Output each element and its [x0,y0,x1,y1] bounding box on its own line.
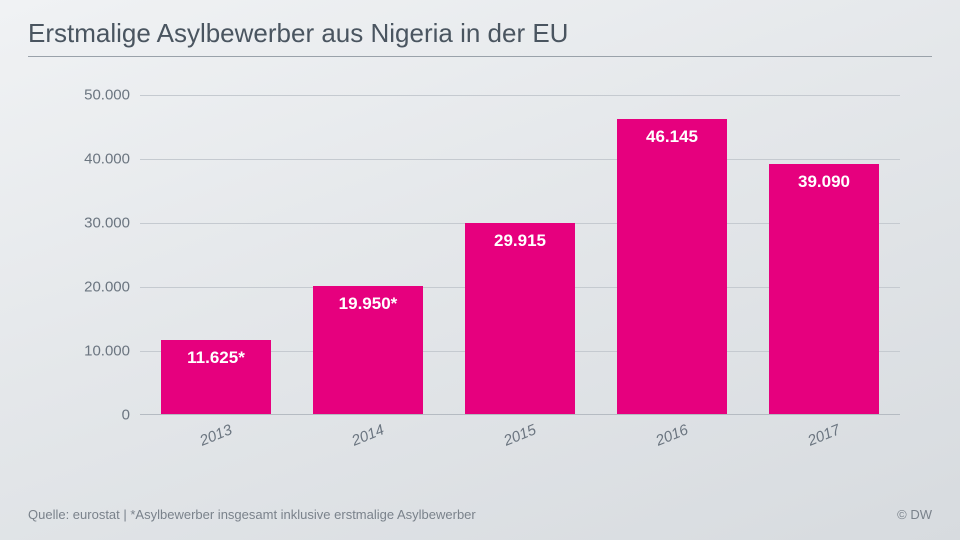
bar-value-label: 29.915 [465,231,574,251]
bar-value-label: 11.625* [161,348,270,368]
source-footnote: Quelle: eurostat | *Asylbewerber insgesa… [28,507,476,522]
y-axis-tick: 20.000 [70,279,130,296]
bar: 11.625* [161,340,270,414]
bar-chart: 11.625* 19.950* 29.915 46.145 39.090 0 10.000… [70,95,900,445]
x-axis-tick: 2014 [337,416,399,454]
bar-value-label: 46.145 [617,127,726,147]
bar: 29.915 [465,223,574,414]
x-axis-tick: 2013 [185,416,247,454]
bar-value-label: 19.950* [313,294,422,314]
bar: 39.090 [769,164,878,414]
x-axis-tick: 2015 [489,416,551,454]
title-underline [28,56,932,57]
y-axis-tick: 30.000 [70,215,130,232]
bar: 46.145 [617,119,726,414]
plot-area: 11.625* 19.950* 29.915 46.145 39.090 [140,95,900,415]
bar-value-label: 39.090 [769,172,878,192]
credit-label: © DW [897,507,932,522]
bar: 19.950* [313,286,422,414]
y-axis-tick: 40.000 [70,151,130,168]
gridline [140,159,900,160]
gridline [140,95,900,96]
chart-title: Erstmalige Asylbewerber aus Nigeria in d… [28,18,568,49]
y-axis-tick: 50.000 [70,87,130,104]
y-axis-tick: 0 [70,407,130,424]
x-axis-tick: 2017 [793,416,855,454]
y-axis-tick: 10.000 [70,343,130,360]
x-axis-tick: 2016 [641,416,703,454]
